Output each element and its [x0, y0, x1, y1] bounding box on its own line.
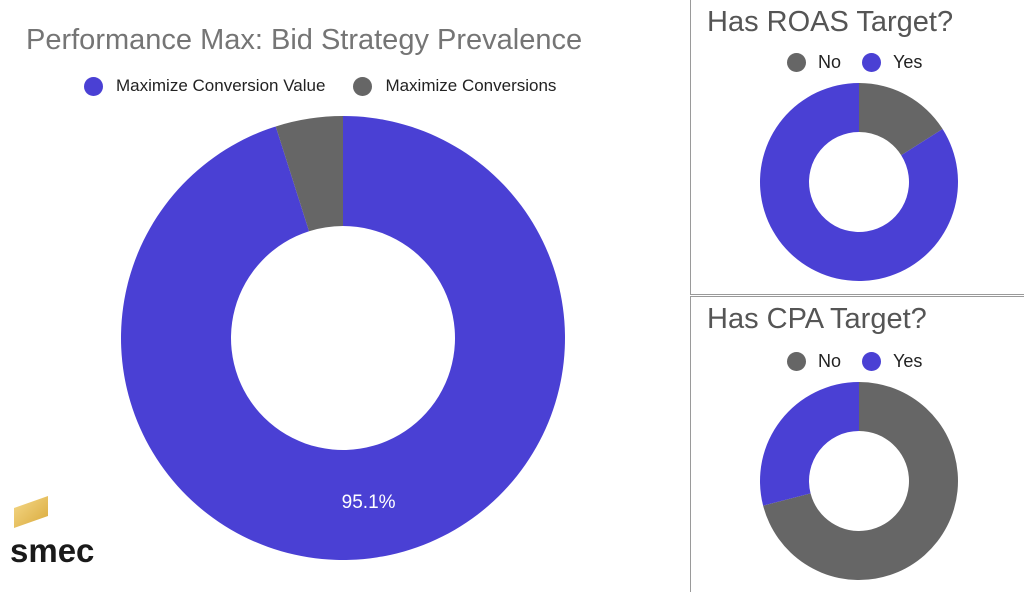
cpa-chart-panel: Has CPA Target? No Yes [690, 296, 1024, 592]
legend-swatch-no [787, 53, 806, 72]
slice-no [763, 382, 958, 580]
roas-donut-chart [760, 83, 958, 281]
legend-label: No [818, 351, 842, 371]
legend-swatch-yes [862, 53, 882, 72]
legend-item-no: No [787, 52, 841, 73]
legend-label: Maximize Conversion Value [116, 76, 326, 95]
cpa-donut-chart [760, 382, 958, 580]
legend-swatch-no [787, 352, 806, 371]
legend-label: Yes [893, 52, 923, 72]
slice-maximize-conversion-value [121, 116, 565, 560]
main-chart-title: Performance Max: Bid Strategy Prevalence [26, 24, 583, 56]
legend-label: Yes [893, 351, 923, 371]
logo-mark [14, 496, 48, 528]
bid-strategy-chart-panel: Performance Max: Bid Strategy Prevalence… [10, 24, 584, 574]
slice-maximize-conversions [275, 116, 343, 232]
slice-yes [760, 83, 958, 281]
roas-chart-panel: Has ROAS Target? No Yes [690, 0, 1024, 295]
legend-label: Maximize Conversions [385, 76, 557, 95]
legend-item-maximize-conversion-value: Maximize Conversion Value [84, 76, 325, 96]
roas-chart-legend: No Yes [787, 52, 943, 73]
legend-item-no: No [787, 351, 841, 372]
legend-swatch-conversions [353, 76, 373, 96]
legend-swatch-conversion-value [84, 76, 103, 96]
cpa-chart-title: Has CPA Target? [707, 303, 927, 335]
main-chart-legend: Maximize Conversion Value Maximize Conve… [84, 76, 584, 96]
smec-logo: smec [10, 494, 110, 574]
slice-label-maximize-conversion-value: 95.1% [342, 492, 396, 513]
logo-text: smec [10, 532, 95, 569]
legend-item-maximize-conversions: Maximize Conversions [353, 76, 556, 96]
slice-yes [760, 382, 859, 506]
slice-no [859, 83, 943, 156]
legend-label: No [818, 52, 842, 72]
roas-chart-title: Has ROAS Target? [707, 6, 954, 38]
legend-item-yes: Yes [862, 351, 922, 372]
legend-item-yes: Yes [862, 52, 922, 73]
cpa-chart-legend: No Yes [787, 351, 943, 372]
legend-swatch-yes [862, 352, 882, 371]
main-donut-chart: 95.1% [121, 116, 565, 560]
